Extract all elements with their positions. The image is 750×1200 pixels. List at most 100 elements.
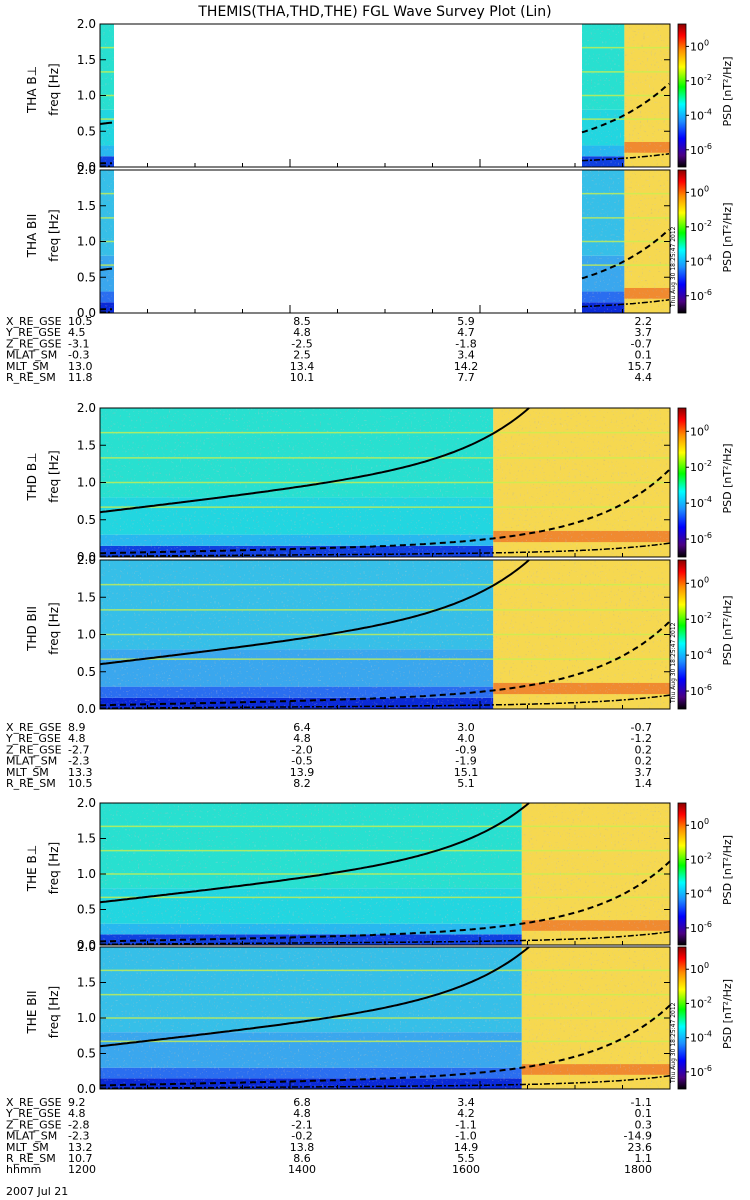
panel-label: THE BII [25, 990, 39, 1034]
ephemeris-value: 10.1 [290, 371, 315, 384]
ephemeris-value: 4.8 [293, 326, 311, 339]
colorbar: 100 10-2 10-4 10-6 PSD [nT²/Hz] Thu Aug 30 18… [670, 169, 734, 314]
colorbar-tick-label: 100 [690, 184, 709, 199]
ephemeris-label: MLAT_SM [6, 349, 57, 362]
colorbar-scale [677, 802, 687, 946]
y-axis-label: freq [Hz] [47, 986, 61, 1038]
ephemeris-value: -1.2 [631, 732, 652, 745]
ephemeris-label: MLAT_SM [6, 755, 57, 768]
ephemeris-value: 4.0 [457, 732, 475, 745]
ephemeris-value: 0.1 [635, 1107, 653, 1120]
colorbar-tick-label: 10-2 [690, 851, 712, 866]
ephemeris-value: -1.8 [455, 337, 476, 350]
ephemeris-label: X_RE_GSE [6, 315, 62, 328]
ephemeris-value: 5.5 [457, 1152, 475, 1165]
ephemeris-value: -0.5 [291, 755, 312, 768]
colorbar-tick-label: 10-4 [690, 253, 712, 268]
ephemeris-value: -0.7 [631, 721, 652, 734]
ephemeris-value: 3.4 [457, 1096, 475, 1109]
colorbar-tick-label: 10-2 [690, 73, 712, 88]
ephemeris-value: -2.7 [68, 743, 89, 756]
y-tick-label: 0.5 [77, 1047, 96, 1061]
colorbar-tick-label: 100 [690, 817, 709, 832]
ephemeris-value: -2.0 [291, 743, 312, 756]
ephemeris-value: 0.3 [635, 1118, 653, 1131]
spectrogram-heatmap [99, 946, 671, 1090]
ephemeris-label: Y_RE_GSE [5, 326, 61, 339]
y-axis-label: freq [Hz] [47, 842, 61, 894]
ephemeris-value: 10.5 [68, 777, 93, 790]
colorbar-tick-label: 10-4 [690, 495, 712, 510]
ephemeris-value: 8.2 [293, 777, 311, 790]
colorbar-scale [677, 169, 687, 314]
spectrogram-panel: 0.0 0.5 1.0 1.5 2.0 THD B⊥ freq [Hz] 100 10-2 10-… [25, 401, 734, 564]
colorbar-tick-label: 100 [690, 423, 709, 438]
ephemeris-value: 2.2 [635, 315, 653, 328]
colorbar-scale [677, 946, 687, 1090]
colorbar-tick-label: 10-4 [690, 1030, 712, 1045]
fc-curve [99, 121, 113, 125]
ephemeris-value: 9.2 [68, 1096, 86, 1109]
colorbar-tick-label: 10-2 [690, 219, 712, 234]
ephemeris-value: 14.2 [454, 360, 479, 373]
colorbar-tick-label: 100 [690, 575, 709, 590]
y-axis-label: freq [Hz] [47, 209, 61, 261]
panel-label: THE B⊥ [25, 845, 39, 892]
y-tick-label: 1.0 [77, 235, 96, 249]
ephemeris-value: 10.7 [68, 1152, 93, 1165]
fc-curve [581, 299, 670, 308]
panel-label: THD BII [25, 606, 39, 652]
colorbar-tick-label: 10-6 [690, 288, 712, 303]
ephemeris-table-thd: X_RE_GSE 8.9 6.4 3.0 -0.7 Y_RE_GSE 4.8 4.8 4.0 -1… [5, 721, 652, 790]
y-tick-label: 1.0 [77, 89, 96, 103]
ephemeris-table-the: X_RE_GSE 9.2 6.8 3.4 -1.1 Y_RE_GSE 4.8 4.8 4.2 0.… [5, 1096, 652, 1176]
y-axis-label: freq [Hz] [47, 63, 61, 115]
spectrogram-panel: 0.0 0.5 1.0 1.5 2.0 THE B⊥ freq [Hz] 100 10-2 10-… [25, 796, 734, 952]
ephemeris-value: -0.2 [291, 1130, 312, 1143]
colorbar-tick-label: 10-4 [690, 886, 712, 901]
fc-curve [100, 1004, 671, 1087]
y-tick-label: 2.0 [77, 940, 96, 954]
ephemeris-label: MLT_SM [6, 360, 49, 373]
date-label: 2007 Jul 21 [6, 1185, 68, 1198]
ephemeris-value: -2.1 [291, 1118, 312, 1131]
ephemeris-value: 4.8 [293, 732, 311, 745]
ephemeris-value: 1600 [452, 1163, 480, 1176]
ephemeris-value: 0.2 [635, 743, 653, 756]
ephemeris-value: -2.5 [291, 337, 312, 350]
ephemeris-label: X_RE_GSE [6, 1096, 62, 1109]
ephemeris-value: -2.3 [68, 1130, 89, 1143]
fc-curve [99, 267, 113, 271]
colorbar: 100 10-2 10-4 10-6 PSD [nT²/Hz] [677, 407, 734, 558]
y-tick-label: 2.0 [77, 163, 96, 177]
ephemeris-value: 8.6 [293, 1152, 311, 1165]
y-tick-label: 1.5 [77, 832, 96, 846]
fc-curve [99, 407, 530, 514]
ephemeris-value: 0.1 [635, 349, 653, 362]
y-tick-label: 1.5 [77, 976, 96, 990]
ephemeris-value: 13.0 [68, 360, 93, 373]
ephemeris-value: 8.5 [293, 315, 311, 328]
y-tick-label: 2.0 [77, 553, 96, 567]
y-tick-label: 1.5 [77, 199, 96, 213]
fc-curve [581, 228, 670, 280]
timestamp-label: Thu Aug 30 18:25:47 2012 [670, 622, 677, 704]
colorbar-scale [677, 23, 687, 168]
ephemeris-value: 15.7 [628, 360, 653, 373]
y-tick-label: 0.0 [77, 306, 96, 320]
spectrogram-heatmap [99, 407, 671, 558]
colorbar-label: PSD [nT²/Hz] [721, 595, 734, 665]
ephemeris-value: 5.9 [457, 315, 475, 328]
ephemeris-value: 5.1 [457, 777, 475, 790]
ephemeris-label: R_RE_SM [6, 371, 56, 384]
ephemeris-value: 15.1 [454, 766, 479, 779]
ephemeris-value: 8.9 [68, 721, 86, 734]
y-tick-label: 1.5 [77, 590, 96, 604]
panel-label: THA B⊥ [25, 66, 39, 114]
ephemeris-value: 4.4 [635, 371, 653, 384]
ephemeris-value: 6.8 [293, 1096, 311, 1109]
colorbar-label: PSD [nT²/Hz] [721, 56, 734, 126]
y-axis-label: freq [Hz] [47, 602, 61, 654]
